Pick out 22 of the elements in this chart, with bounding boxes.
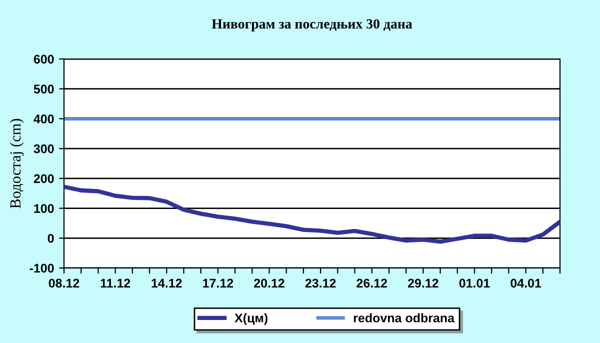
y-tick-label: 300	[34, 144, 54, 154]
x-tick-label: 08.12	[48, 278, 80, 288]
y-tick-label: 0	[48, 234, 54, 243]
y-tick-label: 100	[34, 204, 54, 213]
legend-label: redovna odbrana	[354, 313, 455, 322]
x-tick-label: 20.12	[254, 278, 284, 288]
x-tick-label: 29.12	[408, 278, 438, 288]
y-tick-label: -100	[30, 264, 54, 273]
x-tick-label: 14.12	[152, 278, 182, 288]
x-tick-label: 04.01	[510, 278, 542, 288]
x-tick-label: 26.12	[356, 278, 388, 288]
y-tick-label: 600	[34, 54, 54, 64]
y-tick-label: 500	[34, 84, 54, 94]
x-tick-label: 23.12	[305, 278, 336, 288]
x-tick-label: 01.01	[459, 278, 490, 288]
y-axis-title: Водостај (cm)	[10, 118, 24, 208]
legend-label: X(цм)	[234, 313, 268, 325]
x-tick-label: 11.12	[100, 278, 130, 288]
x-tick-label: 17.12	[203, 278, 234, 288]
y-tick-label: 400	[34, 114, 54, 124]
chart-title: Нивограм за последњих 30 дана	[212, 19, 412, 32]
y-tick-label: 200	[34, 174, 54, 184]
